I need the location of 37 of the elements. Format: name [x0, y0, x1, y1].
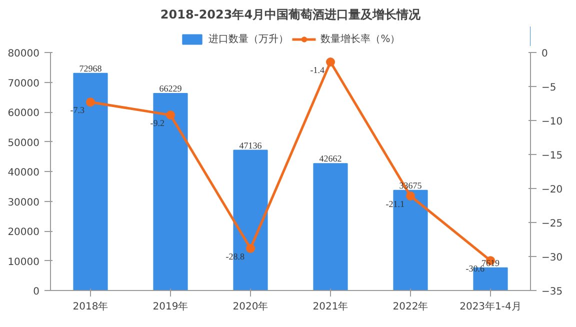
legend-label: 进口数量（万升） [208, 32, 289, 46]
y-tick-label: 30000 [8, 197, 40, 208]
point [86, 98, 95, 107]
x-tick-label: 2022年 [392, 300, 428, 312]
point [326, 58, 335, 67]
y-tick-label: 40000 [8, 168, 40, 178]
y-tick-label: 0 [33, 286, 40, 298]
legend-label: 数量增长率（%） [320, 32, 400, 46]
y2-tick-label: −30 [542, 252, 563, 264]
point [406, 191, 415, 200]
data-label: 42662 [319, 154, 342, 164]
x-tick-label: 2020年 [232, 300, 268, 312]
y2-tick-label: −35 [542, 286, 563, 298]
x-tick-label: 2021年 [312, 300, 348, 312]
x-tick-label: 2023年1-4月 [460, 300, 522, 312]
data-label: 47136 [239, 140, 262, 150]
y-tick-label: 80000 [8, 48, 40, 60]
x-tick-label: 2019年 [152, 300, 188, 312]
y-tick-label: 20000 [8, 227, 40, 238]
point [246, 244, 255, 253]
point [166, 110, 175, 120]
y-tick-label: 10000 [8, 256, 40, 268]
x-tick-label: 2018年 [72, 300, 108, 312]
y-tick-label: 70000 [8, 78, 40, 90]
data-label: 66229 [159, 83, 182, 94]
y2-tick-label: −5 [542, 82, 556, 94]
data-label: -1.4 [310, 65, 325, 76]
y2-tick-label: −25 [542, 218, 563, 230]
y2-tick-label: −10 [542, 116, 563, 128]
chart-title: 2018-2023年4月中国葡萄酒进口量及增长情况 [160, 8, 422, 22]
data-label: 72968 [79, 63, 102, 74]
y-tick-label: 60000 [8, 108, 40, 119]
y2-tick-label: −15 [542, 150, 563, 162]
y2-tick-label: −20 [542, 184, 563, 196]
bar [313, 163, 348, 290]
y-tick-label: 50000 [8, 138, 40, 149]
y2-tick-label: 0 [542, 48, 548, 60]
